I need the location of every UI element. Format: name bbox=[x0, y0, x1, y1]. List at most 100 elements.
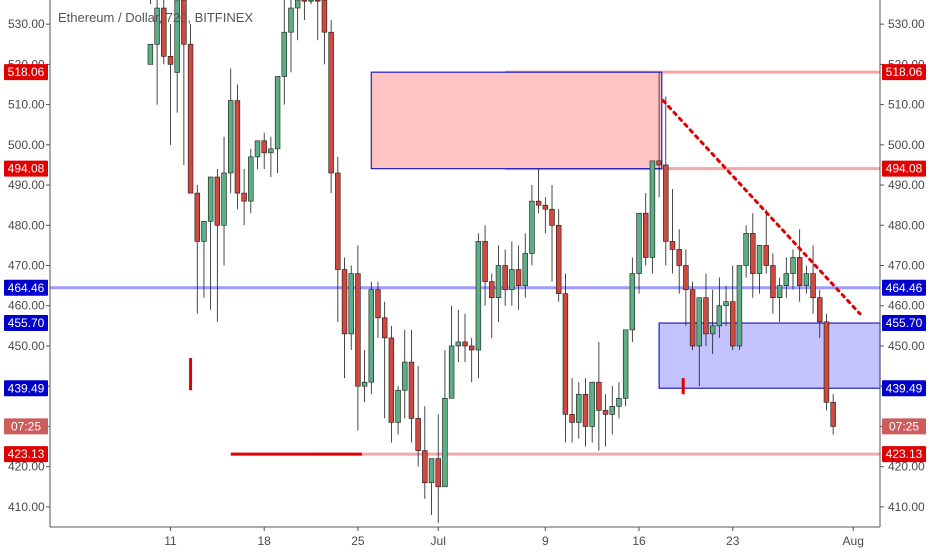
candle-up bbox=[248, 156, 254, 202]
price-label-box bbox=[4, 418, 48, 435]
candle-down bbox=[817, 297, 823, 323]
candle-up bbox=[268, 148, 274, 154]
candle-up bbox=[274, 76, 281, 150]
price-label-text: 439.49 bbox=[8, 381, 45, 395]
x-tick-label: 18 bbox=[258, 534, 272, 548]
candle-up bbox=[629, 273, 636, 331]
y-tick-label-right: 530.00 bbox=[888, 17, 925, 31]
y-tick-label-left: 490.00 bbox=[8, 178, 45, 192]
zone-rect bbox=[370, 71, 663, 170]
candle-down bbox=[422, 450, 428, 484]
candle-up bbox=[509, 269, 515, 290]
candle-down bbox=[555, 224, 562, 294]
candle-up bbox=[254, 140, 261, 158]
candle-down bbox=[355, 273, 361, 387]
price-label-text: 494.08 bbox=[886, 162, 923, 176]
price-label-text: 464.46 bbox=[886, 281, 923, 295]
candle-up bbox=[221, 172, 227, 226]
zones bbox=[370, 71, 881, 389]
candle-up bbox=[649, 160, 656, 258]
x-tick-label: 9 bbox=[542, 534, 549, 548]
candle-down bbox=[381, 317, 388, 339]
y-tick-label-right: 450.00 bbox=[888, 339, 925, 353]
price-label-box bbox=[882, 160, 926, 177]
price-label-box bbox=[4, 315, 48, 332]
candle-up bbox=[529, 200, 535, 254]
candle-down bbox=[468, 345, 475, 351]
candle-down bbox=[341, 269, 348, 335]
candle-down bbox=[321, 0, 328, 33]
candle-up bbox=[361, 381, 368, 387]
candle-up bbox=[589, 381, 595, 427]
candle-down bbox=[730, 301, 736, 347]
candle-down bbox=[770, 265, 776, 298]
candle-down bbox=[663, 164, 669, 242]
candle-up bbox=[783, 273, 789, 286]
candle-down bbox=[703, 297, 709, 335]
candle-down bbox=[515, 269, 522, 286]
candle-down bbox=[535, 200, 542, 206]
x-tick-label: 11 bbox=[164, 534, 177, 548]
candle-down bbox=[435, 458, 441, 488]
candle-down bbox=[482, 241, 488, 282]
y-tick-label-left: 500.00 bbox=[8, 138, 45, 152]
candle-down bbox=[315, 0, 321, 2]
y-tick-label-left: 480.00 bbox=[8, 218, 45, 232]
price-label-text: 494.08 bbox=[8, 162, 45, 176]
candle-up bbox=[776, 285, 783, 298]
y-tick-label-right: 500.00 bbox=[888, 138, 925, 152]
candle-down bbox=[502, 265, 508, 290]
candle-down bbox=[823, 321, 830, 403]
candle-up bbox=[495, 265, 502, 298]
candle-up bbox=[616, 397, 622, 407]
candle-up bbox=[756, 245, 763, 274]
candle-down bbox=[241, 192, 247, 202]
x-tick-label: 25 bbox=[351, 534, 365, 548]
price-label-text: 464.46 bbox=[8, 281, 45, 295]
y-tick-label-left: 410.00 bbox=[8, 500, 45, 514]
chart-title: Ethereum / Dollar, 720, BITFINEX bbox=[58, 10, 253, 25]
price-label-box bbox=[882, 418, 926, 435]
candle-down bbox=[750, 233, 756, 274]
candle-down bbox=[810, 273, 816, 298]
price-label-box bbox=[882, 315, 926, 332]
candle-down bbox=[214, 176, 221, 226]
candle-down bbox=[161, 7, 167, 57]
candle-up bbox=[281, 31, 287, 77]
candle-down bbox=[167, 56, 174, 65]
candle-up bbox=[709, 325, 716, 335]
candle-up bbox=[743, 233, 749, 266]
y-tick-label-right: 510.00 bbox=[888, 98, 925, 112]
candle-up bbox=[716, 305, 723, 327]
candle-up bbox=[228, 100, 234, 174]
price-label-box bbox=[4, 160, 48, 177]
price-label-box bbox=[882, 64, 926, 81]
candle-down bbox=[582, 393, 589, 427]
x-tick-label: Aug bbox=[843, 534, 864, 548]
y-tick-label-left: 510.00 bbox=[8, 98, 45, 112]
candle-down bbox=[669, 241, 676, 250]
candle-up bbox=[288, 7, 294, 33]
candle-down bbox=[187, 43, 194, 194]
candle-up bbox=[576, 393, 582, 423]
price-label-box bbox=[4, 380, 48, 397]
candle-down bbox=[415, 418, 421, 451]
price-label-text: 455.70 bbox=[886, 316, 923, 330]
candle-down bbox=[596, 381, 602, 411]
candle-up bbox=[609, 406, 615, 415]
price-label-box bbox=[882, 380, 926, 397]
y-tick-label-right: 480.00 bbox=[888, 218, 925, 232]
price-label-box bbox=[4, 446, 48, 463]
y-tick-label-right: 460.00 bbox=[888, 299, 925, 313]
candle-up bbox=[308, 0, 314, 2]
candle-up bbox=[154, 7, 160, 45]
candle-down bbox=[796, 257, 803, 286]
candle-up bbox=[442, 397, 448, 488]
price-label-box bbox=[882, 279, 926, 296]
candle-down bbox=[656, 160, 662, 166]
y-tick-label-left: 470.00 bbox=[8, 259, 45, 273]
candle-down bbox=[549, 208, 555, 226]
candle-up bbox=[201, 220, 207, 242]
